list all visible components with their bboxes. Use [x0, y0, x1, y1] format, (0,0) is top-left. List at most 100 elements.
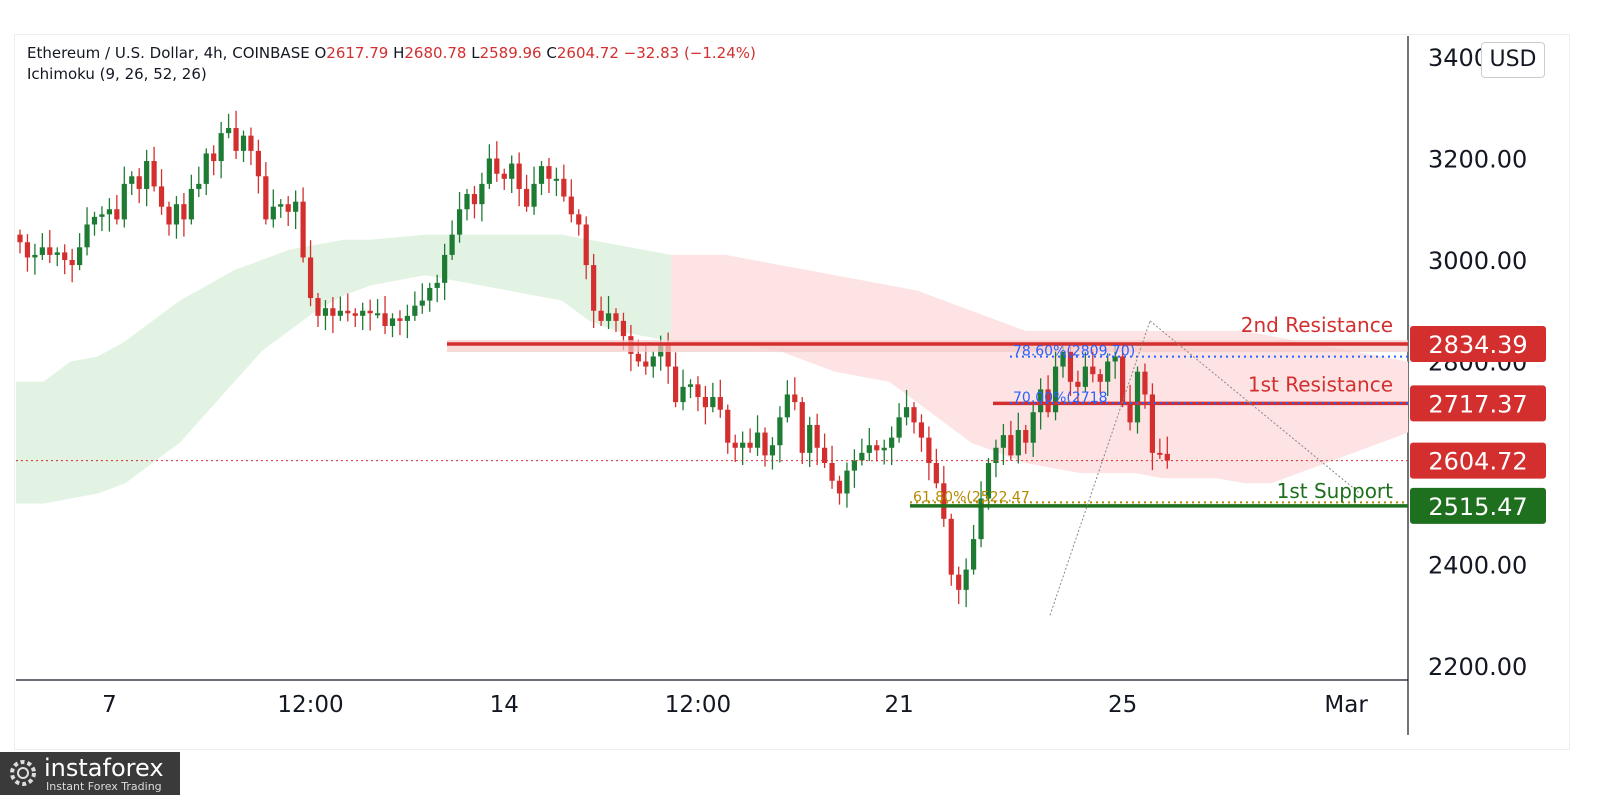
candle-body — [144, 161, 150, 189]
resistance-1-label: 1st Resistance — [1248, 372, 1393, 396]
candle-body — [553, 178, 559, 181]
candle-body — [583, 224, 589, 266]
high-value: 2680.78 — [404, 44, 467, 62]
candle-body — [799, 402, 805, 453]
candle-body — [211, 153, 217, 162]
candle-body — [352, 313, 358, 316]
candle-body — [680, 386, 686, 403]
candle-body — [337, 310, 343, 316]
candle-body — [881, 447, 887, 451]
candle-body — [874, 445, 880, 451]
candle-body — [456, 209, 463, 235]
candle-body — [747, 442, 753, 448]
candle-body — [1157, 452, 1163, 455]
candle-body — [725, 409, 731, 443]
candle-body — [1134, 371, 1141, 423]
candle-body — [784, 394, 790, 418]
watermark-tagline: Instant Forex Trading — [46, 780, 162, 793]
ichimoku-cloud-red — [671, 254, 1408, 484]
candle-body — [263, 176, 269, 220]
candle-body — [851, 460, 857, 471]
candle-body — [360, 310, 366, 316]
candle-body — [69, 260, 75, 266]
candle-body — [1008, 435, 1014, 456]
candle-body — [509, 163, 515, 179]
candle-body — [732, 442, 738, 448]
candle-body — [769, 445, 776, 456]
y-tick-label: 2400.00 — [1428, 552, 1527, 580]
candle-body — [844, 470, 850, 494]
candle-body — [591, 265, 597, 311]
candle-body — [956, 574, 962, 590]
candle-body — [1060, 351, 1066, 367]
candle-body — [710, 397, 716, 408]
candle-body — [792, 394, 798, 403]
candle-body — [1082, 366, 1088, 387]
candle-body — [188, 188, 194, 220]
indicator-legend[interactable]: Ichimoku (9, 26, 52, 26) — [27, 65, 207, 83]
candle-body — [345, 310, 351, 314]
candle-body — [1067, 351, 1074, 382]
candle-body — [1112, 356, 1118, 362]
x-tick-label: 12:00 — [665, 692, 731, 718]
candle-body — [620, 320, 627, 337]
candle-body — [576, 214, 582, 225]
candle-body — [1142, 371, 1148, 395]
symbol-line: Ethereum / U.S. Dollar, 4h, COINBASE — [27, 44, 310, 62]
candle-body — [1149, 394, 1155, 453]
candle-body — [322, 308, 329, 316]
candle-body — [233, 128, 239, 151]
open-label: O — [314, 44, 327, 62]
candle-body — [442, 254, 448, 283]
candle-body — [814, 424, 820, 448]
chart-frame — [14, 34, 1570, 750]
price-tag — [1410, 487, 1546, 524]
candle-body — [1075, 381, 1081, 387]
low-value: 2589.96 — [479, 44, 542, 62]
candle-body — [524, 188, 530, 207]
support-1-label: 1st Support — [1277, 479, 1394, 503]
candle-body — [375, 313, 381, 316]
currency-badge[interactable]: USD — [1481, 42, 1545, 78]
candle-body — [173, 204, 180, 225]
candle-body — [896, 417, 902, 438]
price-tag — [1410, 326, 1546, 363]
candle-body — [1015, 430, 1021, 456]
candle-body — [114, 209, 120, 220]
candle-body — [687, 384, 694, 387]
candle-body — [501, 173, 507, 179]
candle-body — [777, 417, 783, 446]
watermark-brand: instaforex — [44, 754, 164, 782]
candle-body — [971, 539, 977, 570]
candle-body — [635, 353, 641, 362]
gear-icon — [10, 760, 36, 786]
candle-body — [315, 298, 321, 316]
candle-body — [412, 305, 418, 316]
candle-body — [389, 318, 396, 326]
candle-body — [47, 247, 53, 255]
candle-body — [1030, 412, 1036, 443]
candle-body — [494, 158, 500, 174]
x-tick-label: Mar — [1324, 692, 1368, 718]
candle-body — [673, 366, 679, 403]
candle-body — [754, 432, 761, 448]
y-tick-label: 3200.00 — [1428, 146, 1527, 174]
candle-body — [665, 343, 671, 367]
symbol-header: Ethereum / U.S. Dollar, 4h, COINBASE O26… — [27, 44, 756, 62]
resistance-2-label: 2nd Resistance — [1241, 313, 1393, 337]
candle-body — [449, 234, 455, 255]
price-tag-label: 2515.47 — [1428, 493, 1527, 521]
candle-body — [613, 313, 619, 321]
price-tag — [1410, 385, 1546, 422]
price-tag-label: 2834.39 — [1428, 331, 1527, 359]
candle-body — [285, 204, 291, 212]
candle-body — [91, 216, 98, 225]
candle-body — [434, 282, 440, 288]
open-value: 2617.79 — [326, 44, 389, 62]
candle-body — [121, 183, 127, 220]
candle-body — [538, 166, 545, 184]
candle-body — [382, 313, 388, 326]
candle-body — [985, 463, 992, 499]
price-tag-label: 2717.37 — [1428, 390, 1527, 418]
